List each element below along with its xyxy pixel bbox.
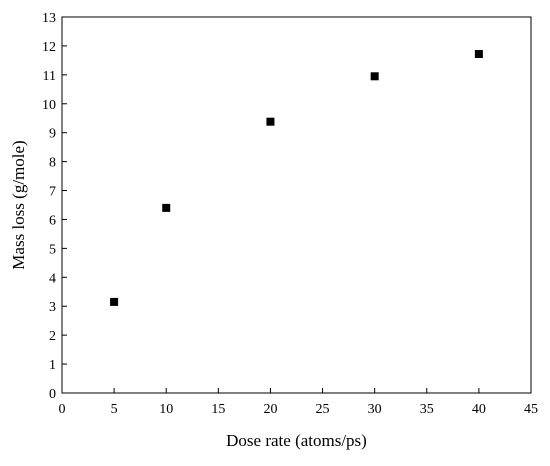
data-point (110, 297, 119, 306)
x-tick-label: 0 (59, 402, 66, 417)
y-tick-label: 13 (42, 11, 56, 26)
y-tick-label: 7 (49, 185, 56, 200)
y-tick-label: 3 (49, 300, 56, 315)
y-tick-label: 11 (43, 69, 56, 84)
y-tick-label: 10 (42, 98, 56, 113)
x-tick-label: 30 (368, 402, 382, 417)
y-tick-label: 8 (49, 156, 56, 171)
data-point (162, 203, 171, 212)
y-tick-label: 2 (49, 329, 56, 344)
x-tick-label: 25 (316, 402, 330, 417)
data-point (370, 72, 379, 81)
y-tick-label: 4 (49, 271, 56, 286)
x-tick-label: 20 (263, 402, 277, 417)
y-tick-label: 12 (42, 40, 56, 55)
y-tick-label: 9 (49, 127, 56, 142)
x-tick-label: 40 (472, 402, 486, 417)
x-axis-ticks: 0 5 10 15 20 25 30 35 40 45 (59, 388, 538, 417)
x-axis-label: Dose rate (atoms/ps) (226, 431, 367, 450)
data-point (474, 50, 483, 59)
y-tick-label: 5 (49, 242, 56, 257)
data-points (110, 50, 483, 306)
y-tick-label: 0 (49, 387, 56, 402)
x-tick-label: 35 (420, 402, 434, 417)
y-axis-label: Mass loss (g/mole) (9, 140, 28, 269)
x-tick-label: 45 (524, 402, 538, 417)
y-tick-label: 6 (49, 213, 56, 228)
y-tick-label: 1 (49, 358, 56, 373)
x-tick-label: 15 (211, 402, 225, 417)
x-tick-label: 5 (111, 402, 118, 417)
x-tick-label: 10 (159, 402, 173, 417)
data-point (266, 117, 275, 126)
plot-area-frame (61, 16, 532, 394)
